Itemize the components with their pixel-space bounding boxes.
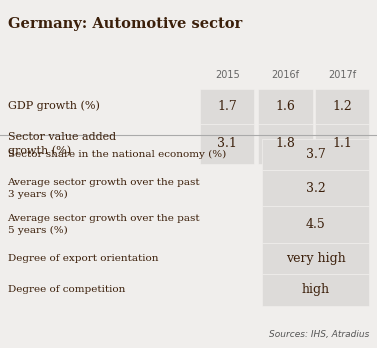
Text: Germany: Automotive sector: Germany: Automotive sector <box>8 17 242 31</box>
FancyBboxPatch shape <box>262 243 369 274</box>
FancyBboxPatch shape <box>262 274 369 306</box>
Text: 1.1: 1.1 <box>332 137 352 150</box>
Text: 4.5: 4.5 <box>306 218 326 231</box>
Text: 1.2: 1.2 <box>332 100 352 113</box>
FancyBboxPatch shape <box>258 124 313 164</box>
Text: 2017f: 2017f <box>328 70 356 80</box>
Text: Degree of export orientation: Degree of export orientation <box>8 254 158 263</box>
Text: Sources: IHS, Atradius: Sources: IHS, Atradius <box>269 330 369 339</box>
Text: 3.2: 3.2 <box>306 182 326 195</box>
Text: GDP growth (%): GDP growth (%) <box>8 101 100 111</box>
Text: 1.8: 1.8 <box>276 137 296 150</box>
Text: Degree of competition: Degree of competition <box>8 285 125 294</box>
Text: 2015: 2015 <box>215 70 239 80</box>
FancyBboxPatch shape <box>315 124 369 164</box>
FancyBboxPatch shape <box>262 170 369 206</box>
Text: 3.7: 3.7 <box>306 148 326 161</box>
Text: 1.6: 1.6 <box>276 100 296 113</box>
Text: Average sector growth over the past
5 years (%): Average sector growth over the past 5 ye… <box>8 214 200 235</box>
Text: 1.7: 1.7 <box>217 100 237 113</box>
FancyBboxPatch shape <box>315 89 369 124</box>
Text: very high: very high <box>286 252 346 265</box>
Text: 2016f: 2016f <box>271 70 300 80</box>
Text: Sector value added
growth (%): Sector value added growth (%) <box>8 132 116 156</box>
FancyBboxPatch shape <box>262 206 369 243</box>
Text: Sector share in the national economy (%): Sector share in the national economy (%) <box>8 150 226 159</box>
FancyBboxPatch shape <box>200 89 254 124</box>
Text: Average sector growth over the past
3 years (%): Average sector growth over the past 3 ye… <box>8 177 200 199</box>
FancyBboxPatch shape <box>200 124 254 164</box>
Text: 3.1: 3.1 <box>217 137 237 150</box>
FancyBboxPatch shape <box>262 139 369 170</box>
Text: high: high <box>302 283 330 296</box>
FancyBboxPatch shape <box>258 89 313 124</box>
